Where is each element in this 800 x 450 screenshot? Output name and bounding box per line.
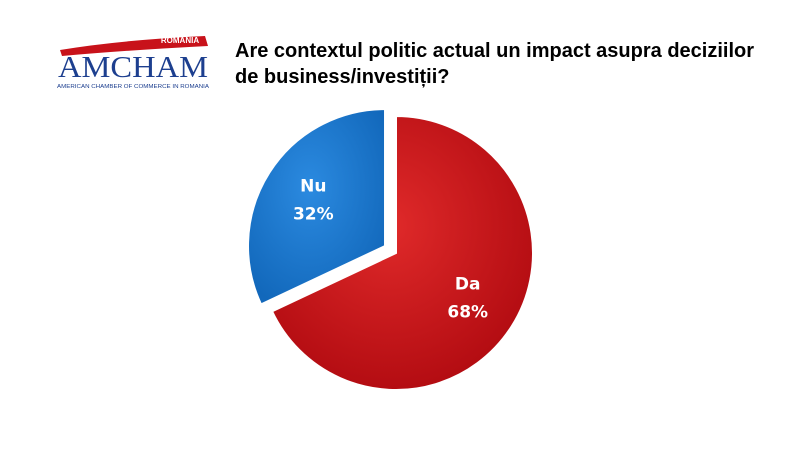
slice-value-label: 32%	[293, 205, 334, 225]
slice-category-label: Nu	[300, 177, 326, 197]
logo: ROMANIA AMCHAM AMERICAN CHAMBER OF COMME…	[57, 36, 209, 90]
logo-country: ROMANIA	[161, 36, 199, 45]
slice-category-label: Da	[455, 275, 481, 295]
logo-name: AMCHAM	[58, 49, 208, 84]
pie-slice	[247, 108, 387, 306]
logo-subtitle: AMERICAN CHAMBER OF COMMERCE IN ROMANIA	[57, 84, 209, 90]
logo-swoosh	[60, 36, 208, 56]
pie-slice	[270, 114, 534, 391]
chart-title: Are contextul politic actual un impact a…	[235, 40, 755, 88]
slice-value-label: 68%	[447, 303, 488, 323]
